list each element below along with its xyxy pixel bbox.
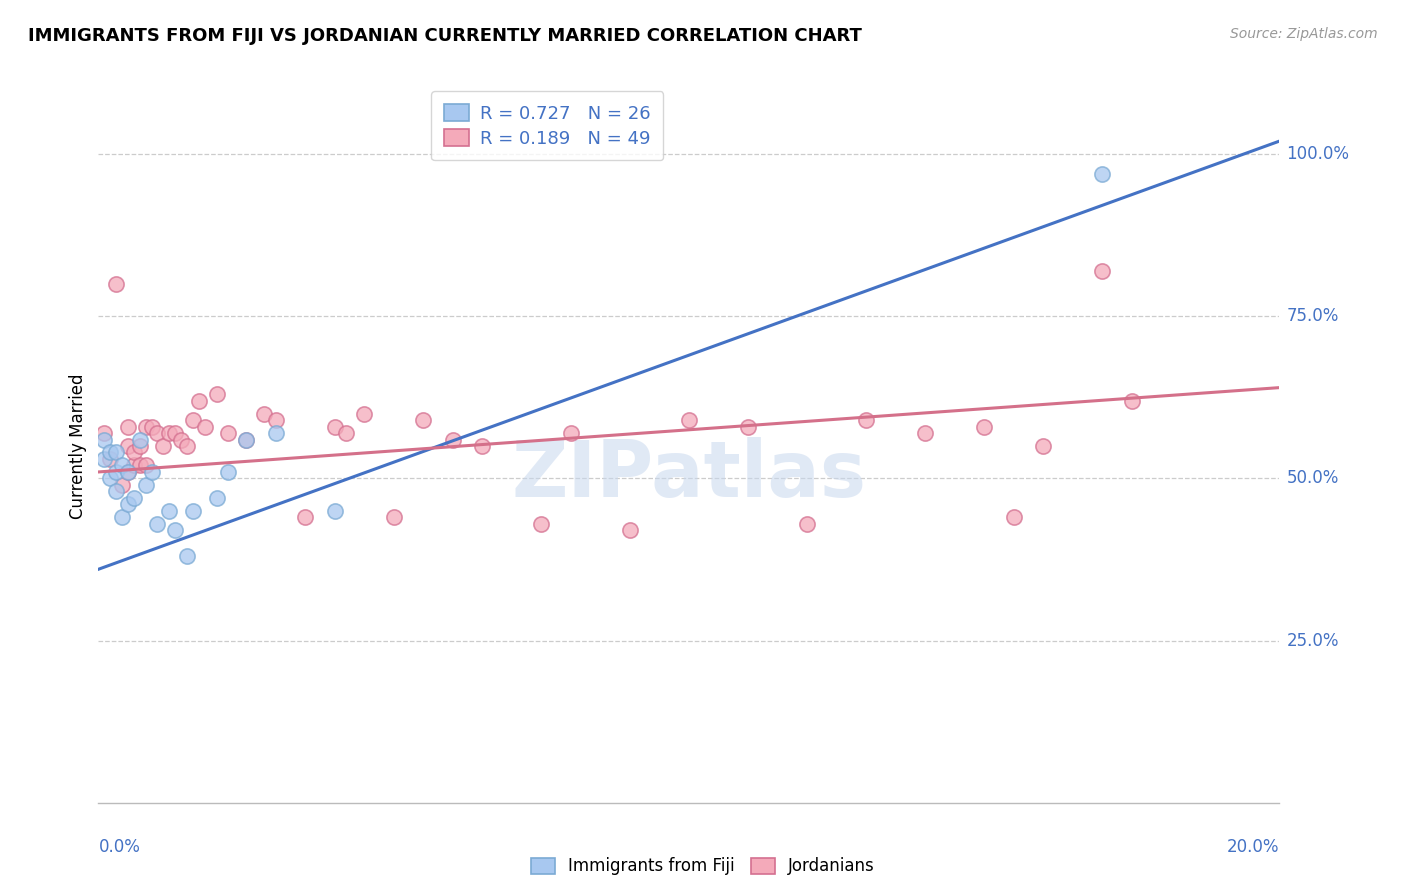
Point xyxy=(105,465,128,479)
Point xyxy=(128,439,150,453)
Text: ZIPatlas: ZIPatlas xyxy=(512,436,866,513)
Point xyxy=(98,445,121,459)
Point xyxy=(170,433,193,447)
Point xyxy=(619,524,641,538)
Point xyxy=(382,510,405,524)
Point xyxy=(146,516,169,531)
Point xyxy=(1091,167,1114,181)
Point xyxy=(176,439,198,453)
Text: IMMIGRANTS FROM FIJI VS JORDANIAN CURRENTLY MARRIED CORRELATION CHART: IMMIGRANTS FROM FIJI VS JORDANIAN CURREN… xyxy=(28,27,862,45)
Point xyxy=(253,407,276,421)
Point xyxy=(181,504,204,518)
Point xyxy=(165,524,187,538)
Point xyxy=(93,433,115,447)
Text: 0.0%: 0.0% xyxy=(98,838,141,856)
Point xyxy=(117,497,139,511)
Point xyxy=(205,387,228,401)
Point xyxy=(111,458,134,473)
Text: 20.0%: 20.0% xyxy=(1227,838,1279,856)
Point xyxy=(194,419,217,434)
Point xyxy=(122,491,145,505)
Point xyxy=(122,445,145,459)
Point xyxy=(412,413,434,427)
Point xyxy=(323,419,346,434)
Point xyxy=(105,445,128,459)
Point xyxy=(737,419,759,434)
Point xyxy=(128,433,150,447)
Point xyxy=(117,465,139,479)
Point xyxy=(128,458,150,473)
Point xyxy=(1032,439,1054,453)
Point xyxy=(217,425,239,440)
Text: 25.0%: 25.0% xyxy=(1286,632,1339,649)
Point xyxy=(135,419,157,434)
Point xyxy=(141,419,163,434)
Point xyxy=(157,504,180,518)
Point xyxy=(294,510,316,524)
Point xyxy=(146,425,169,440)
Point xyxy=(117,419,139,434)
Point xyxy=(105,277,128,291)
Point xyxy=(187,393,209,408)
Point xyxy=(855,413,877,427)
Point xyxy=(105,484,128,499)
Point xyxy=(165,425,187,440)
Point xyxy=(141,465,163,479)
Point xyxy=(471,439,494,453)
Point xyxy=(135,458,157,473)
Point xyxy=(117,465,139,479)
Point xyxy=(973,419,995,434)
Point xyxy=(1002,510,1025,524)
Point xyxy=(1121,393,1143,408)
Point xyxy=(235,433,257,447)
Point xyxy=(264,425,287,440)
Legend: R = 0.727   N = 26, R = 0.189   N = 49: R = 0.727 N = 26, R = 0.189 N = 49 xyxy=(432,91,664,161)
Text: 75.0%: 75.0% xyxy=(1286,307,1339,326)
Point xyxy=(135,478,157,492)
Point xyxy=(111,510,134,524)
Point xyxy=(678,413,700,427)
Point xyxy=(560,425,582,440)
Point xyxy=(152,439,174,453)
Legend: Immigrants from Fiji, Jordanians: Immigrants from Fiji, Jordanians xyxy=(523,849,883,884)
Point xyxy=(111,478,134,492)
Point xyxy=(235,433,257,447)
Text: Source: ZipAtlas.com: Source: ZipAtlas.com xyxy=(1230,27,1378,41)
Text: 100.0%: 100.0% xyxy=(1286,145,1350,163)
Point xyxy=(176,549,198,564)
Point xyxy=(335,425,357,440)
Point xyxy=(914,425,936,440)
Point xyxy=(93,452,115,467)
Point xyxy=(181,413,204,427)
Point xyxy=(98,471,121,485)
Y-axis label: Currently Married: Currently Married xyxy=(69,373,87,519)
Point xyxy=(441,433,464,447)
Point xyxy=(122,458,145,473)
Point xyxy=(205,491,228,505)
Point xyxy=(157,425,180,440)
Point xyxy=(323,504,346,518)
Point xyxy=(117,439,139,453)
Point xyxy=(264,413,287,427)
Point xyxy=(217,465,239,479)
Text: 50.0%: 50.0% xyxy=(1286,469,1339,487)
Point xyxy=(530,516,553,531)
Point xyxy=(1091,264,1114,278)
Point xyxy=(93,425,115,440)
Point xyxy=(796,516,818,531)
Point xyxy=(353,407,375,421)
Point xyxy=(98,452,121,467)
